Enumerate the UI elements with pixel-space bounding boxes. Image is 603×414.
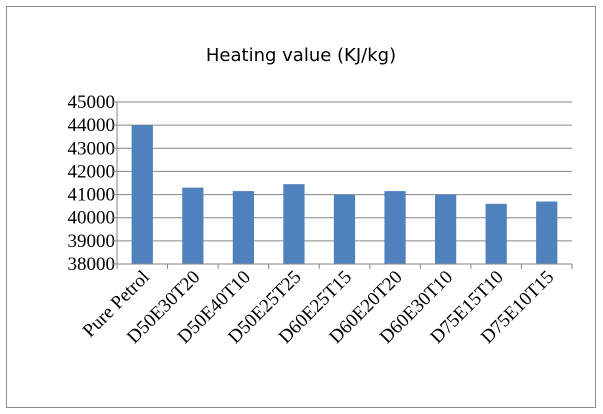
chart-title: Heating value (KJ/kg)	[205, 45, 397, 66]
bar-0	[131, 125, 153, 265]
y-tick-label-7: 45000	[68, 92, 116, 113]
bar-7	[485, 203, 507, 264]
y-tick-label-1: 39000	[68, 231, 116, 252]
bar-5	[384, 191, 406, 264]
bar-1	[182, 187, 204, 264]
y-tick-label-2: 40000	[68, 208, 116, 229]
y-tick-label-4: 42000	[68, 161, 116, 182]
bar-6	[434, 194, 457, 264]
y-tick-label-6: 44000	[68, 115, 116, 136]
bars	[131, 125, 558, 265]
bar-3	[283, 184, 305, 264]
bar-8	[536, 201, 558, 264]
bar-4	[333, 194, 356, 264]
y-tick-label-3: 41000	[68, 185, 116, 206]
y-tick-label-5: 43000	[68, 138, 116, 159]
bar-2	[232, 191, 255, 264]
y-tick-label-0: 38000	[68, 254, 116, 275]
axes	[112, 101, 573, 269]
x-axis-category-labels: Pure PetrolD50E30T20D50E40T10D50E25T25D6…	[79, 267, 558, 348]
